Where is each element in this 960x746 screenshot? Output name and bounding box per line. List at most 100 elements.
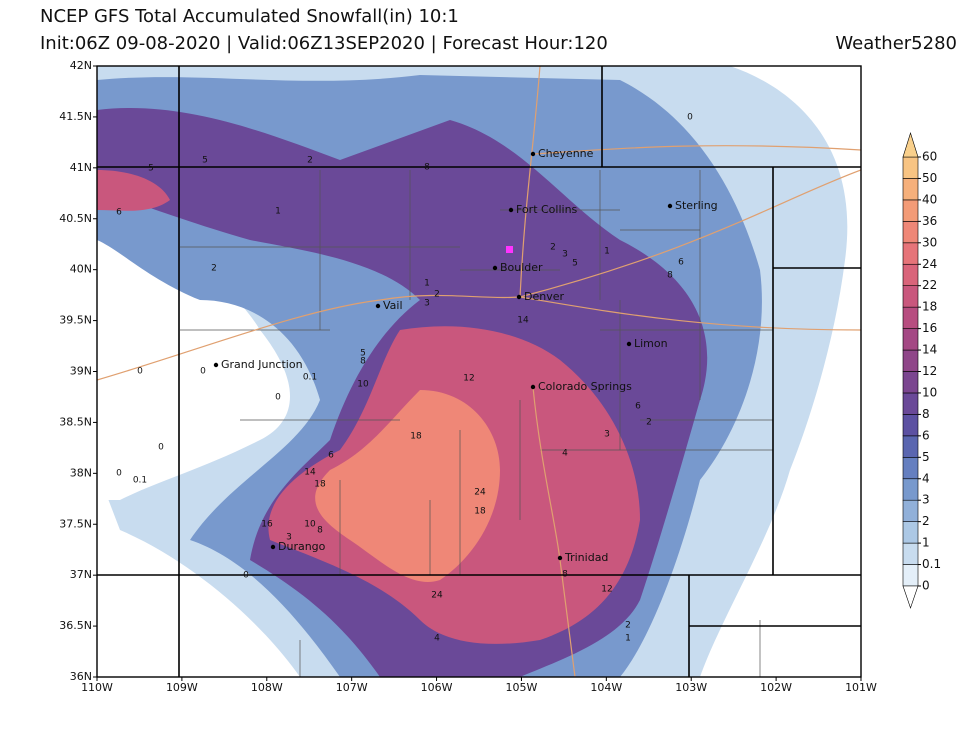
colorbar-label: 0 <box>922 579 930 593</box>
colorbar-box <box>902 435 919 458</box>
colorbar-box <box>902 392 919 415</box>
roads <box>97 66 861 677</box>
colorbar-label: 1 <box>922 536 930 550</box>
city-label: Limon <box>634 337 668 350</box>
lon-label: 103W <box>675 681 707 694</box>
county-lines <box>180 170 773 677</box>
snowfall-field <box>97 66 861 677</box>
lat-label: 37N <box>70 568 92 581</box>
contour-label: 0.1 <box>303 373 317 383</box>
city-dot <box>375 303 381 309</box>
city-dot <box>626 341 632 347</box>
colorbar-label: 10 <box>922 385 937 399</box>
state-borders <box>97 66 861 677</box>
contour-label: 10 <box>304 520 316 530</box>
contour-label: 5 <box>148 164 154 174</box>
contour-label: 8 <box>667 271 673 281</box>
colorbar-box <box>902 285 919 308</box>
contour-label: 16 <box>261 520 273 530</box>
contour-label: 2 <box>434 290 440 300</box>
colorbar-box <box>902 263 919 287</box>
contour-label: 0 <box>116 469 122 479</box>
colorbar-box <box>902 521 919 544</box>
contour-label: 8 <box>424 163 430 173</box>
title: NCEP GFS Total Accumulated Snowfall(in) … <box>40 6 459 27</box>
lon-label: 105W <box>506 681 538 694</box>
contour-label: 8 <box>317 526 323 536</box>
axes: 42N 41.5N 41N 40.5N 40N 39.5N 39N 38.5N 38N 37.5N… <box>59 59 877 694</box>
lon-label: 110W <box>81 681 113 694</box>
lon-label: 107W <box>336 681 368 694</box>
colorbar-box <box>902 221 919 244</box>
contour-label: 18 <box>314 480 326 490</box>
lat-label: 40N <box>70 263 92 276</box>
contour-label: 1 <box>625 634 631 644</box>
city-dot <box>557 555 563 561</box>
colorbar-label: 6 <box>922 428 930 442</box>
lat-label: 39N <box>70 365 92 378</box>
colorbar-label: 22 <box>922 278 937 292</box>
colorbar-box <box>902 349 919 372</box>
lat-label: 36.5N <box>59 619 92 632</box>
colorbar-box <box>902 564 919 587</box>
contour-label: 4 <box>562 449 568 459</box>
city-dot <box>530 151 536 157</box>
colorbar-box <box>902 414 919 437</box>
contour-label: 4 <box>434 634 440 644</box>
lat-label: 38N <box>70 466 92 479</box>
contour-label: 2 <box>211 264 217 274</box>
colorbar-label: 3 <box>922 493 930 507</box>
city-label: Colorado Springs <box>538 380 632 393</box>
marker <box>506 246 513 253</box>
colorbar-label: 5 <box>922 450 930 464</box>
contour-label: 6 <box>328 451 334 461</box>
colorbar-label: 16 <box>922 321 937 335</box>
colorbar-label: 24 <box>922 257 937 271</box>
contour-label: 3 <box>424 299 430 309</box>
colorbar-over <box>902 131 919 158</box>
colorbar-box <box>902 478 919 501</box>
contour-label: 8 <box>360 357 366 367</box>
colorbar-label: 2 <box>922 514 930 528</box>
contour-label: 6 <box>678 258 684 268</box>
contour-label: 0 <box>158 443 164 453</box>
contour-label: 18 <box>410 432 422 442</box>
contour-label: 0 <box>687 113 693 123</box>
contour-label: 0 <box>137 367 143 377</box>
colorbar-box <box>902 156 919 179</box>
city-dot <box>516 294 522 300</box>
colorbar-label: 60 <box>922 150 937 164</box>
snow-area <box>97 170 170 211</box>
lat-label: 36N <box>70 670 92 683</box>
city-label: Fort Collins <box>516 203 578 216</box>
colorbar-label: 4 <box>922 471 930 485</box>
boundaries <box>97 66 861 677</box>
contour-label: 3 <box>286 533 292 543</box>
city-label: Durango <box>278 540 326 553</box>
contour-label: 12 <box>463 374 474 384</box>
lat-label: 38.5N <box>59 415 92 428</box>
contour-label: 14 <box>517 316 529 326</box>
lat-label: 37.5N <box>59 517 92 530</box>
lon-label: 101W <box>845 681 877 694</box>
colorbar-box <box>902 178 919 201</box>
lat-label: 41N <box>70 161 92 174</box>
contour-label: 1 <box>275 207 281 217</box>
cities: Cheyenne Fort Collins Sterling Boulder Denve… <box>213 147 718 564</box>
colorbar-label: 30 <box>922 235 937 249</box>
colorbar-under <box>902 585 919 609</box>
colorbar-label: 50 <box>922 171 937 185</box>
colorbar-box <box>902 371 919 394</box>
contour-label: 2 <box>625 621 631 631</box>
contour-label: 18 <box>474 507 486 517</box>
contour-label: 2 <box>646 418 652 428</box>
colorbar-label: 0.1 <box>922 557 941 571</box>
city-label: Trinidad <box>564 551 608 564</box>
lon-label: 104W <box>590 681 622 694</box>
city-dot <box>492 265 498 271</box>
snow-area <box>315 390 500 582</box>
colorbar-box <box>902 328 919 351</box>
contour-label: 3 <box>604 430 610 440</box>
lat-label: 39.5N <box>59 314 92 327</box>
